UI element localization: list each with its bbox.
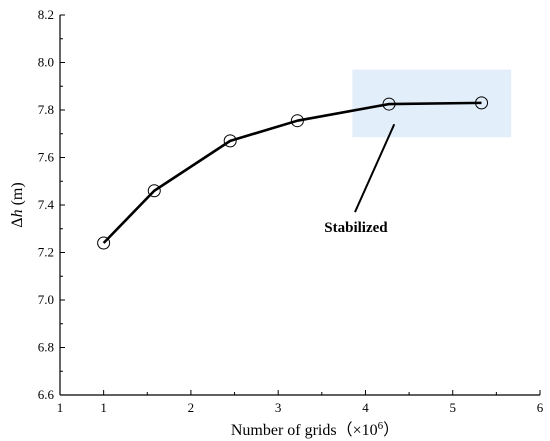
data-point xyxy=(382,97,396,111)
x-axis-label: Number of grids（×106） xyxy=(231,420,399,439)
y-tick-label: 8.2 xyxy=(38,7,54,22)
y-tick-label: 7.6 xyxy=(38,150,55,165)
data-point xyxy=(290,114,304,128)
y-tick-label: 7.8 xyxy=(38,102,54,117)
y-tick-label: 7.2 xyxy=(38,245,54,260)
x-tick-label: 1 xyxy=(100,400,107,415)
y-tick-label: 6.6 xyxy=(38,387,55,402)
x-tick-label: 5 xyxy=(449,400,456,415)
markers xyxy=(97,96,489,250)
x-tick-label: 4 xyxy=(362,400,369,415)
annotation-label: Stabilized xyxy=(324,220,388,236)
y-tick-label: 7.4 xyxy=(38,197,55,212)
annotation-arrow-line xyxy=(354,123,396,213)
data-point xyxy=(223,134,237,148)
x-tick-label: 1 xyxy=(57,400,64,415)
y-axis-label: Δh (m) xyxy=(9,182,26,227)
ticks: 6.6 6.8 7.0 7.2 7.4 7.6 7.8 8.0 8.2 1 1 2 3 4 5 6 xyxy=(38,7,544,415)
x-tick-label: 2 xyxy=(188,400,195,415)
x-tick-label: 3 xyxy=(275,400,282,415)
x-tick-label: 6 xyxy=(537,400,544,415)
y-tick-label: 6.8 xyxy=(38,340,54,355)
data-point xyxy=(475,96,489,110)
y-tick-label: 8.0 xyxy=(38,55,54,70)
y-tick-label: 7.0 xyxy=(38,292,54,307)
series-line xyxy=(102,101,482,244)
data-point xyxy=(147,184,161,198)
data-point xyxy=(97,236,111,250)
